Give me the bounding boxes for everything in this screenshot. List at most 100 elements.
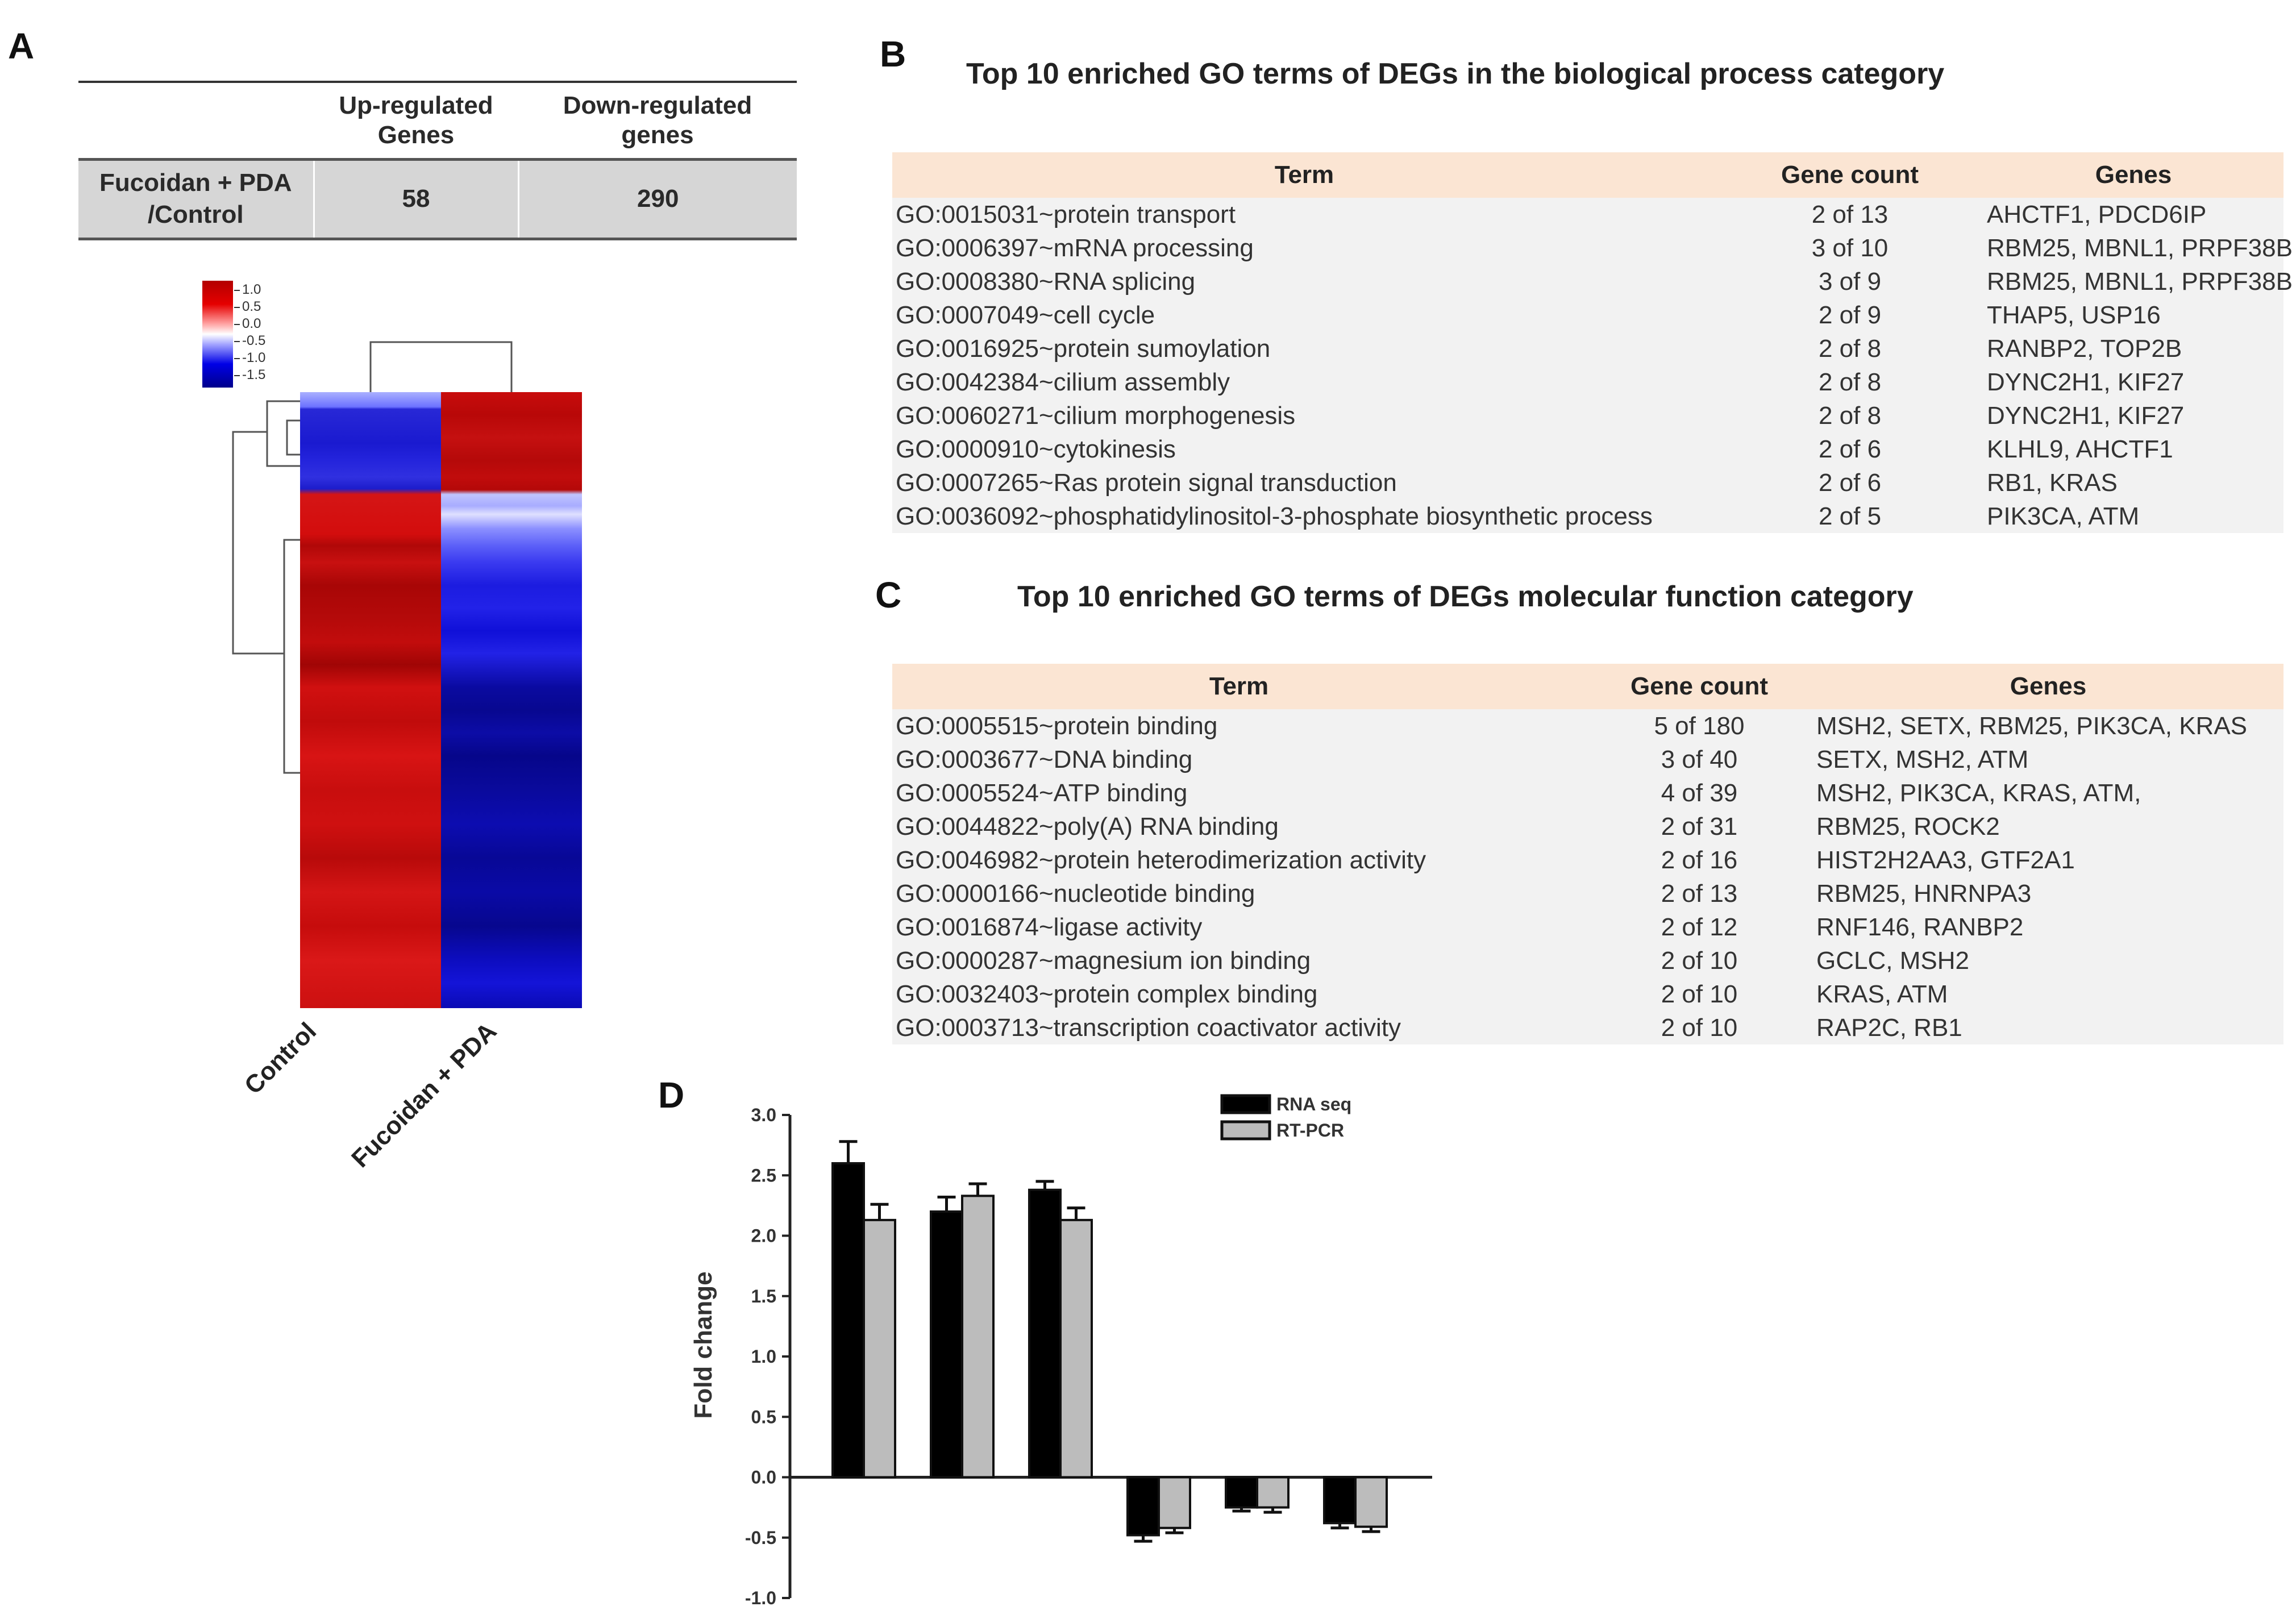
go-term-row: GO:0000910~cytokinesis 2 of 6 KLHL9, AHCTF… bbox=[892, 432, 2283, 466]
go-term-name: GO:0000287~magnesium ion binding bbox=[896, 946, 1311, 975]
bar bbox=[1323, 1476, 1357, 1525]
go-genes: KLHL9, AHCTF1 bbox=[1987, 435, 2173, 463]
y-axis-label: Fold change bbox=[689, 1271, 717, 1418]
go-term-row: GO:0000166~nucleotide binding 2 of 13 RBM2… bbox=[892, 877, 2283, 910]
go-term-name: GO:0016874~ligase activity bbox=[896, 913, 1203, 941]
legend-tick: 0.0 bbox=[234, 317, 261, 331]
go-gene-count: 3 of 9 bbox=[1818, 267, 1882, 296]
bar bbox=[831, 1162, 865, 1479]
y-tick-label: 2.5 bbox=[751, 1165, 776, 1185]
bar bbox=[863, 1218, 896, 1479]
y-tick-label: -0.5 bbox=[745, 1528, 776, 1548]
go-genes: RBM25, MBNL1, PRPF38B bbox=[1987, 234, 2293, 262]
go-gene-count: 3 of 10 bbox=[1811, 234, 1889, 262]
go-genes: SETX, MSH2, ATM bbox=[1816, 745, 2029, 773]
y-tick-label: 0.5 bbox=[751, 1406, 776, 1427]
go-term-name: GO:0060271~cilium morphogenesis bbox=[896, 401, 1296, 430]
panel-label-d: D bbox=[658, 1075, 685, 1116]
bp-header-genes: Genes bbox=[2095, 161, 2172, 189]
y-tick-label: 3.0 bbox=[751, 1105, 776, 1125]
bar bbox=[1225, 1476, 1258, 1509]
mf-table-header: Term Gene count Genes bbox=[892, 664, 2283, 709]
fold-change-bar-chart: 3.0 2.5 2.0 1.5 1.0 0.5 0.0 -0.5 -1.0 Fold change… bbox=[689, 1094, 1432, 1608]
bar bbox=[1354, 1476, 1388, 1528]
bar bbox=[1256, 1476, 1290, 1509]
bar bbox=[1158, 1476, 1191, 1529]
go-term-row: GO:0016925~protein sumoylation 2 of 8 RANB… bbox=[892, 332, 2283, 365]
legend-tick: 1.0 bbox=[234, 283, 261, 297]
heatmap-column-control bbox=[300, 392, 441, 1008]
bar bbox=[930, 1210, 963, 1479]
y-tick-label: 1.5 bbox=[751, 1286, 776, 1306]
go-gene-count: 2 of 8 bbox=[1818, 368, 1882, 396]
deg-table-down-count: 290 bbox=[517, 159, 797, 239]
y-tick-label: 2.0 bbox=[751, 1226, 776, 1246]
bar bbox=[1059, 1218, 1093, 1479]
go-term-row: GO:0044822~poly(A) RNA binding 2 of 31 RBM… bbox=[892, 810, 2283, 843]
heatmap-column-label-control: Control bbox=[239, 1017, 322, 1100]
go-term-name: GO:0007049~cell cycle bbox=[896, 301, 1155, 329]
deg-table-header-up: Up-regulated Genes bbox=[339, 91, 493, 149]
go-genes: MSH2, SETX, RBM25, PIK3CA, KRAS bbox=[1816, 711, 2248, 740]
go-term-row: GO:0036092~phosphatidylinositol-3-phosph… bbox=[892, 500, 2283, 533]
go-gene-count: 2 of 16 bbox=[1661, 846, 1738, 874]
panel-label-b: B bbox=[880, 34, 906, 74]
deg-table-row: Fucoidan + PDA /Control 58 290 bbox=[78, 159, 797, 239]
go-gene-count: 3 of 40 bbox=[1661, 745, 1738, 773]
go-gene-count: 2 of 13 bbox=[1811, 200, 1889, 228]
go-term-row: GO:0046982~protein heterodimerization ac… bbox=[892, 843, 2283, 877]
go-gene-count: 2 of 10 bbox=[1661, 1013, 1738, 1042]
go-term-name: GO:0000910~cytokinesis bbox=[896, 435, 1176, 463]
go-gene-count: 2 of 5 bbox=[1818, 502, 1882, 530]
go-genes: RBM25, MBNL1, PRPF38B bbox=[1987, 267, 2293, 296]
bp-panel-title: Top 10 enriched GO terms of DEGs in the … bbox=[966, 57, 1945, 90]
go-term-name: GO:0036092~phosphatidylinositol-3-phosph… bbox=[896, 502, 1653, 530]
go-term-row: GO:0008380~RNA splicing 3 of 9 RBM25, MBNL… bbox=[892, 265, 2293, 298]
go-genes: RBM25, HNRNPA3 bbox=[1816, 879, 2032, 908]
go-gene-count: 2 of 10 bbox=[1661, 980, 1738, 1008]
deg-table-header-down: Down-regulated genes bbox=[563, 91, 752, 149]
go-gene-count: 2 of 6 bbox=[1818, 468, 1882, 497]
go-gene-count: 2 of 31 bbox=[1661, 812, 1738, 840]
y-tick-label: -1.0 bbox=[745, 1588, 776, 1608]
go-term-name: GO:0008380~RNA splicing bbox=[896, 267, 1196, 296]
go-gene-count: 4 of 39 bbox=[1661, 779, 1738, 807]
y-tick-label: 1.0 bbox=[751, 1346, 776, 1367]
go-genes: DYNC2H1, KIF27 bbox=[1987, 401, 2185, 430]
go-term-row: GO:0007265~Ras protein signal transducti… bbox=[892, 466, 2283, 500]
go-term-name: GO:0000166~nucleotide binding bbox=[896, 879, 1255, 908]
deg-table-row-label: Fucoidan + PDA /Control bbox=[99, 169, 292, 228]
bar bbox=[1028, 1188, 1062, 1479]
row-dendrogram-branch bbox=[266, 400, 300, 467]
deg-table-header-row: Up-regulated Genes Down-regulated genes bbox=[78, 82, 797, 159]
go-genes: RBM25, ROCK2 bbox=[1816, 812, 2000, 840]
go-term-name: GO:0042384~cilium assembly bbox=[896, 368, 1230, 396]
bar bbox=[1126, 1476, 1160, 1537]
y-tick-label: 0.0 bbox=[751, 1467, 776, 1488]
legend-swatch bbox=[1220, 1120, 1271, 1141]
go-genes: KRAS, ATM bbox=[1816, 980, 1948, 1008]
go-term-name: GO:0016925~protein sumoylation bbox=[896, 334, 1271, 363]
mf-header-term: Term bbox=[1209, 672, 1269, 700]
go-term-name: GO:0046982~protein heterodimerization ac… bbox=[896, 846, 1426, 874]
legend-tick: -0.5 bbox=[234, 334, 265, 348]
deg-summary-table: Up-regulated Genes Down-regulated genes … bbox=[78, 81, 797, 240]
mf-go-table: Term Gene count Genes GO:0005515~protein… bbox=[892, 664, 2283, 1044]
go-genes: RNF146, RANBP2 bbox=[1816, 913, 2024, 941]
go-term-name: GO:0006397~mRNA processing bbox=[896, 234, 1254, 262]
bar bbox=[961, 1195, 995, 1479]
go-gene-count: 2 of 10 bbox=[1661, 946, 1738, 975]
go-term-name: GO:0003713~transcription coactivator act… bbox=[896, 1013, 1401, 1042]
heatmap-column-label-fucoidan-pda: Fucoidan + PDA bbox=[346, 1017, 502, 1173]
go-gene-count: 2 of 12 bbox=[1661, 913, 1738, 941]
go-genes: THAP5, USP16 bbox=[1987, 301, 2161, 329]
expression-heatmap bbox=[300, 392, 582, 1008]
go-term-row: GO:0006397~mRNA processing 3 of 10 RBM25, … bbox=[892, 231, 2293, 265]
go-term-row: GO:0005524~ATP binding 4 of 39 MSH2, PIK3C… bbox=[892, 776, 2283, 810]
go-gene-count: 2 of 13 bbox=[1661, 879, 1738, 908]
go-term-row: GO:0016874~ligase activity 2 of 12 RNF146,… bbox=[892, 910, 2283, 944]
legend-swatch bbox=[1220, 1094, 1271, 1114]
legend-tick: 0.5 bbox=[234, 300, 261, 314]
bp-table-body: GO:0015031~protein transport 2 of 13 AHCTF… bbox=[892, 198, 2293, 533]
go-genes: RANBP2, TOP2B bbox=[1987, 334, 2182, 363]
